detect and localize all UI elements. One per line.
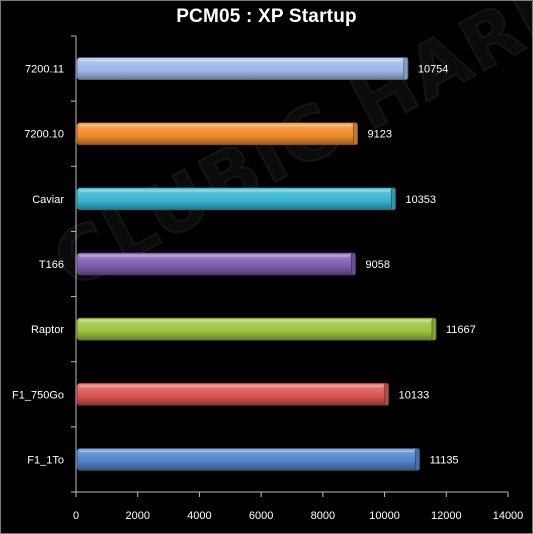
bar-end-cap [391, 187, 396, 211]
x-tick-label: 2000 [125, 510, 149, 522]
category-label: T166 [39, 259, 64, 271]
data-label: 10754 [418, 64, 449, 76]
data-label: 11135 [430, 454, 459, 466]
data-label: 10133 [399, 389, 430, 401]
bar-end-cap [384, 382, 390, 406]
x-tick-label: 10000 [369, 510, 400, 522]
x-tick-label: 4000 [187, 510, 211, 522]
x-tick-label: 0 [73, 510, 79, 522]
x-tick-label: 8000 [311, 510, 335, 522]
x-tick-label: 12000 [431, 510, 462, 522]
bar-end-cap [353, 122, 358, 146]
data-label: 10353 [405, 194, 436, 206]
category-label: Raptor [31, 324, 64, 336]
chart-title: PCM05 : XP Startup [176, 6, 357, 27]
category-label: 7200.11 [25, 64, 64, 76]
data-label: 11667 [446, 324, 476, 336]
bar-end-cap [403, 57, 409, 80]
bar-end-cap [415, 448, 420, 471]
category-label: F1_750Go [12, 389, 64, 401]
x-tick-label: 6000 [249, 510, 273, 522]
category-label: F1_1To [27, 454, 64, 466]
bar-end-cap [431, 317, 437, 341]
data-label: 9123 [368, 129, 392, 141]
data-label: 9058 [366, 259, 390, 271]
category-label: Caviar [32, 194, 64, 206]
x-tick-label: 14000 [493, 510, 524, 522]
bar-end-cap [351, 252, 356, 276]
category-label: 7200.10 [24, 129, 64, 141]
